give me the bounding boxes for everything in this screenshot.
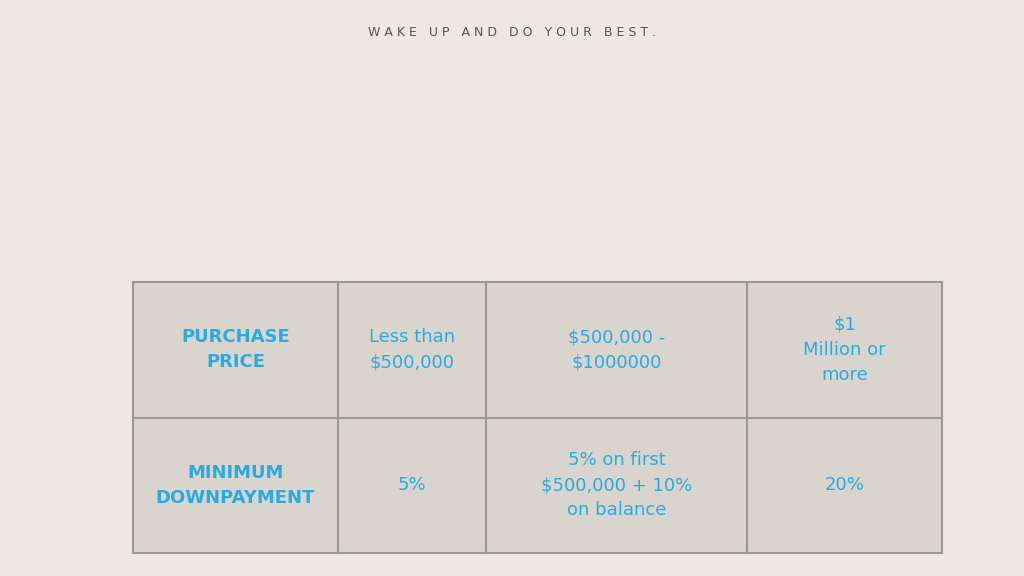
Text: PURCHASE
PRICE: PURCHASE PRICE [181, 328, 290, 372]
Text: 20%: 20% [824, 476, 864, 494]
Text: MINIMUM
DOWNPAYMENT: MINIMUM DOWNPAYMENT [156, 464, 315, 507]
Text: $500,000 -
$1000000: $500,000 - $1000000 [568, 328, 666, 372]
Text: $1
Million or
more: $1 Million or more [803, 316, 886, 384]
Text: 5% on first
$500,000 + 10%
on balance: 5% on first $500,000 + 10% on balance [541, 451, 692, 520]
Text: W A K E   U P   A N D   D O   Y O U R   B E S T .: W A K E U P A N D D O Y O U R B E S T . [368, 26, 656, 39]
Text: Less than
$500,000: Less than $500,000 [369, 328, 455, 372]
Bar [133, 282, 942, 553]
Text: 5%: 5% [397, 476, 426, 494]
